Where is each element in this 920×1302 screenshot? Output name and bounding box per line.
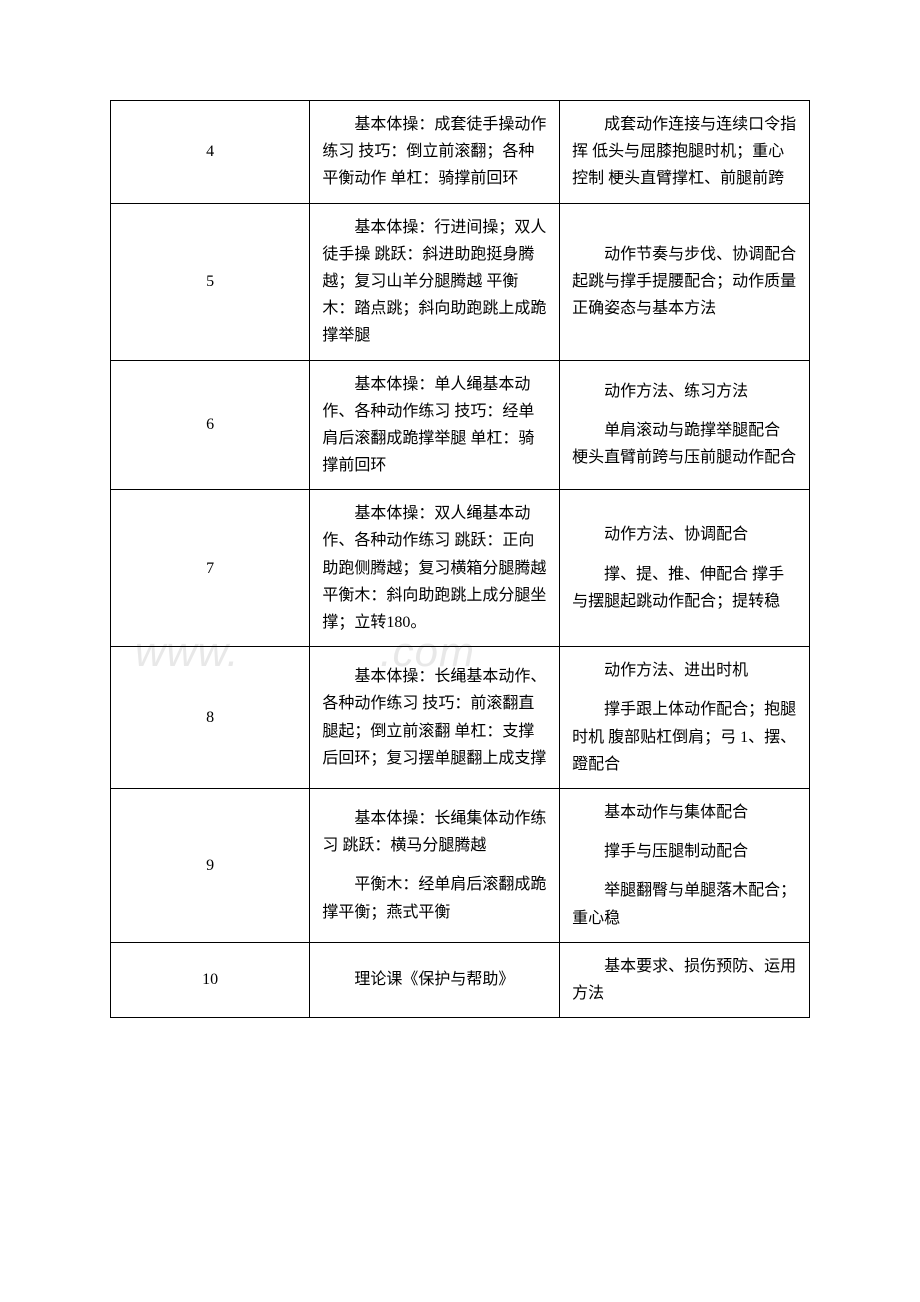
row-content: 理论课《保护与帮助》 <box>310 942 560 1017</box>
table-wrap: 4 基本体操：成套徒手操动作练习 技巧：倒立前滚翻；各种平衡动作 单杠：骑撑前回… <box>110 100 810 1018</box>
curriculum-table: 4 基本体操：成套徒手操动作练习 技巧：倒立前滚翻；各种平衡动作 单杠：骑撑前回… <box>110 100 810 1018</box>
table-row: 9 基本体操：长绳集体动作练习 跳跃：横马分腿腾越 平衡木：经单肩后滚翻成跪撑平… <box>111 788 810 942</box>
row-content: 基本体操：长绳集体动作练习 跳跃：横马分腿腾越 平衡木：经单肩后滚翻成跪撑平衡；… <box>310 788 560 942</box>
table-row: 5 基本体操：行进间操；双人徒手操 跳跃：斜进助跑挺身腾越；复习山羊分腿腾越 平… <box>111 203 810 360</box>
row-content: 基本体操：成套徒手操动作练习 技巧：倒立前滚翻；各种平衡动作 单杠：骑撑前回环 <box>310 101 560 204</box>
keypoints-para-1: 动作方法、进出时机 <box>572 657 797 684</box>
row-keypoints: 基本要求、损伤预防、运用方法 <box>560 942 810 1017</box>
row-keypoints: 基本动作与集体配合 撑手与压腿制动配合 举腿翻臀与单腿落木配合；重心稳 <box>560 788 810 942</box>
row-keypoints: 动作节奏与步伐、协调配合 起跳与撑手提腰配合；动作质量 正确姿态与基本方法 <box>560 203 810 360</box>
keypoints-text: 动作节奏与步伐、协调配合 起跳与撑手提腰配合；动作质量 正确姿态与基本方法 <box>572 241 797 323</box>
content-text: 理论课《保护与帮助》 <box>322 966 547 993</box>
table-row: 10 理论课《保护与帮助》 基本要求、损伤预防、运用方法 <box>111 942 810 1017</box>
content-text: 基本体操：双人绳基本动作、各种动作练习 跳跃：正向助跑侧腾越；复习横箱分腿腾越 … <box>322 500 547 636</box>
keypoints-para-3: 举腿翻臀与单腿落木配合；重心稳 <box>572 877 797 931</box>
row-keypoints: 动作方法、进出时机 撑手跟上体动作配合；抱腿时机 腹部贴杠倒肩；弓 1、摆、蹬配… <box>560 647 810 789</box>
row-content: 基本体操：行进间操；双人徒手操 跳跃：斜进助跑挺身腾越；复习山羊分腿腾越 平衡木… <box>310 203 560 360</box>
row-number: 9 <box>111 788 310 942</box>
table-row: 4 基本体操：成套徒手操动作练习 技巧：倒立前滚翻；各种平衡动作 单杠：骑撑前回… <box>111 101 810 204</box>
row-number: 5 <box>111 203 310 360</box>
content-para-2: 平衡木：经单肩后滚翻成跪撑平衡；燕式平衡 <box>322 871 547 925</box>
keypoints-para-2: 撑手跟上体动作配合；抱腿时机 腹部贴杠倒肩；弓 1、摆、蹬配合 <box>572 696 797 778</box>
row-keypoints: 成套动作连接与连续口令指挥 低头与屈膝抱腿时机；重心控制 梗头直臂撑杠、前腿前跨 <box>560 101 810 204</box>
keypoints-text: 成套动作连接与连续口令指挥 低头与屈膝抱腿时机；重心控制 梗头直臂撑杠、前腿前跨 <box>572 111 797 193</box>
table-row: 6 基本体操：单人绳基本动作、各种动作练习 技巧：经单肩后滚翻成跪撑举腿 单杠：… <box>111 360 810 490</box>
content-para-1: 基本体操：长绳集体动作练习 跳跃：横马分腿腾越 <box>322 805 547 859</box>
content-text: 基本体操：成套徒手操动作练习 技巧：倒立前滚翻；各种平衡动作 单杠：骑撑前回环 <box>322 111 547 193</box>
row-number: 4 <box>111 101 310 204</box>
keypoints-para-1: 基本动作与集体配合 <box>572 799 797 826</box>
document-page: www. .com 4 基本体操：成套徒手操动作练习 技巧：倒立前滚翻；各种平衡… <box>0 0 920 1078</box>
content-text: 基本体操：行进间操；双人徒手操 跳跃：斜进助跑挺身腾越；复习山羊分腿腾越 平衡木… <box>322 214 547 350</box>
content-text: 基本体操：单人绳基本动作、各种动作练习 技巧：经单肩后滚翻成跪撑举腿 单杠：骑撑… <box>322 371 547 480</box>
table-row: 7 基本体操：双人绳基本动作、各种动作练习 跳跃：正向助跑侧腾越；复习横箱分腿腾… <box>111 490 810 647</box>
row-number: 6 <box>111 360 310 490</box>
keypoints-para-2: 撑、提、推、伸配合 撑手与摆腿起跳动作配合；提转稳 <box>572 561 797 615</box>
table-row: 8 基本体操：长绳基本动作、各种动作练习 技巧：前滚翻直腿起；倒立前滚翻 单杠：… <box>111 647 810 789</box>
row-content: 基本体操：单人绳基本动作、各种动作练习 技巧：经单肩后滚翻成跪撑举腿 单杠：骑撑… <box>310 360 560 490</box>
row-number: 7 <box>111 490 310 647</box>
row-keypoints: 动作方法、协调配合 撑、提、推、伸配合 撑手与摆腿起跳动作配合；提转稳 <box>560 490 810 647</box>
row-keypoints: 动作方法、练习方法 单肩滚动与跪撑举腿配合 梗头直臂前跨与压前腿动作配合 <box>560 360 810 490</box>
row-number: 10 <box>111 942 310 1017</box>
keypoints-para-1: 动作方法、练习方法 <box>572 378 797 405</box>
keypoints-para-2: 单肩滚动与跪撑举腿配合 梗头直臂前跨与压前腿动作配合 <box>572 417 797 471</box>
keypoints-text: 基本要求、损伤预防、运用方法 <box>572 953 797 1007</box>
row-content: 基本体操：双人绳基本动作、各种动作练习 跳跃：正向助跑侧腾越；复习横箱分腿腾越 … <box>310 490 560 647</box>
row-number: 8 <box>111 647 310 789</box>
keypoints-para-1: 动作方法、协调配合 <box>572 521 797 548</box>
keypoints-para-2: 撑手与压腿制动配合 <box>572 838 797 865</box>
content-text: 基本体操：长绳基本动作、各种动作练习 技巧：前滚翻直腿起；倒立前滚翻 单杠：支撑… <box>322 663 547 772</box>
row-content: 基本体操：长绳基本动作、各种动作练习 技巧：前滚翻直腿起；倒立前滚翻 单杠：支撑… <box>310 647 560 789</box>
